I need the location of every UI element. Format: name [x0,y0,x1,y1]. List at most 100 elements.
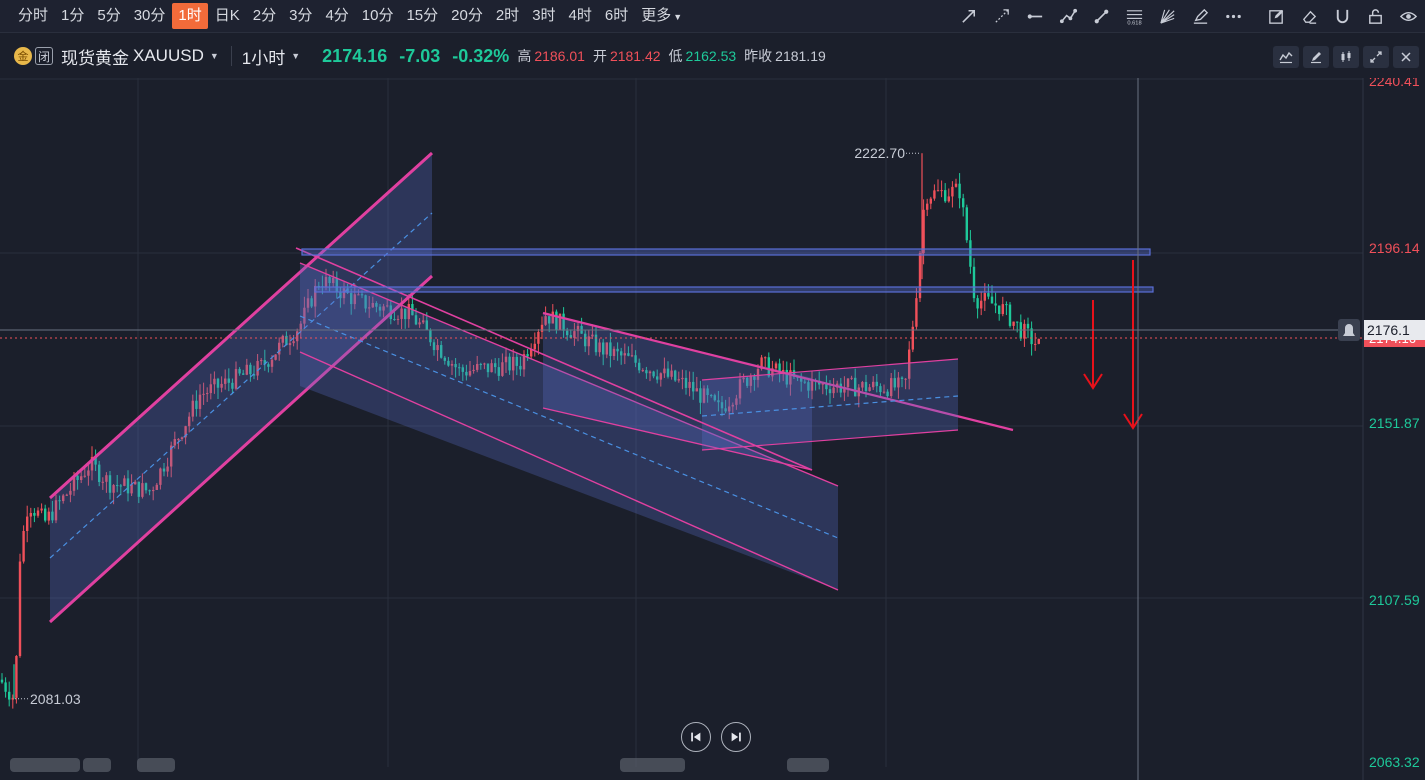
falling-wedge-fill [543,313,812,470]
period-tab-2[interactable]: 5分 [97,7,121,24]
candle [936,179,940,192]
candle [209,373,212,400]
candle-body [263,360,266,365]
candle [159,467,162,490]
candle-body [371,303,374,308]
candle-body [1001,304,1004,315]
candle-body [357,294,360,296]
lock-icon[interactable] [1359,0,1392,33]
target-arrow-short-head [1083,373,1103,390]
candle-body [756,368,760,380]
candle-body [166,466,169,472]
candle-body [868,387,871,392]
period-tab-8[interactable]: 4分 [325,7,349,24]
magnet-icon[interactable] [1326,0,1359,33]
candle-body [782,369,785,374]
polyline-icon[interactable] [1052,0,1085,33]
period-tab-15[interactable]: 6时 [604,7,629,24]
extended-line-icon[interactable] [986,0,1019,33]
gann-fan-icon[interactable] [1151,0,1184,33]
candle [152,486,155,501]
candle-body [479,363,482,365]
candle-body [670,370,673,377]
candle [364,294,367,313]
candle-body [774,363,778,369]
candle-body [1030,328,1033,345]
period-tab-0[interactable]: 分时 [18,7,49,24]
candle [648,370,652,382]
symbol-name[interactable]: 现货黄金 [61,48,129,68]
period-tab-1[interactable]: 1分 [61,7,85,24]
candle-body [900,377,904,379]
note-edit-icon[interactable] [1260,0,1293,33]
ray-arrow-icon[interactable] [953,0,986,33]
timeframe-select[interactable]: 1小时 [241,48,286,68]
candle [692,371,695,400]
more-dots-icon[interactable] [1217,0,1250,33]
candle-style-icon[interactable] [1333,46,1359,68]
timeframe-dropdown-icon[interactable]: ▼ [291,51,301,61]
period-tab-11[interactable]: 20分 [451,7,483,24]
highlighter-icon[interactable] [1184,0,1217,33]
candle-body [360,294,364,296]
period-tab-14[interactable]: 4时 [568,7,592,24]
period-tab-7[interactable]: 3分 [289,7,313,24]
candle [710,393,713,398]
period-tab-13[interactable]: 3时 [532,7,556,24]
period-tab-12[interactable]: 2时 [495,7,520,24]
candle [126,470,130,502]
candle [206,387,209,402]
candle [130,474,133,497]
candle [422,313,425,325]
eye-icon[interactable] [1392,0,1425,33]
prev-close-label: 昨收 [744,48,773,64]
period-tab-9[interactable]: 10分 [361,7,394,24]
scroll-to-end-button[interactable] [721,722,751,752]
candle [645,366,648,379]
symbol-code[interactable]: XAUUSD [133,46,204,65]
indicator-icon[interactable] [1273,46,1299,68]
fibonacci-icon[interactable]: 0.618 [1118,0,1151,33]
candle [670,364,673,380]
period-tab-4[interactable]: 1时 [172,3,208,29]
candle [969,230,972,274]
candle [267,362,270,373]
candle [436,338,439,361]
candle-body [40,508,43,511]
trend-line-icon[interactable] [1085,0,1118,33]
candle-body [706,388,709,396]
eraser-icon[interactable] [1293,0,1326,33]
candle [908,341,911,390]
price-chart[interactable]: 2222.70 2081.03 2240.41 2196.14 2151.87 2107.… [0,78,1425,780]
scroll-to-start-button[interactable] [681,722,711,752]
candle [1001,296,1004,317]
symbol-dropdown-icon[interactable]: ▼ [209,51,219,61]
candle-body [551,311,554,324]
candle-body [908,349,911,379]
period-tab-5[interactable]: 日K [214,7,240,24]
candle-body [36,510,40,516]
period-tab-6[interactable]: 2分 [252,7,277,24]
candle [378,303,382,317]
period-tab-3[interactable]: 30分 [133,7,166,24]
candle-body [587,336,590,347]
candle-body [1034,343,1037,345]
time-axis-blur-3 [137,758,175,772]
more-periods-button[interactable]: 更多 ▼ [635,3,688,29]
candle-body [299,323,302,332]
candle [260,358,263,365]
candle [994,292,997,314]
candle [533,332,536,357]
candle [231,378,234,395]
draw-pencil-icon[interactable] [1303,46,1329,68]
candle-body [310,298,313,307]
fullscreen-icon[interactable] [1363,46,1389,68]
candle [450,360,454,376]
candle [522,350,526,377]
candle [1026,317,1030,339]
candle-body [8,691,11,700]
close-icon[interactable] [1393,46,1419,68]
horizontal-ray-icon[interactable] [1019,0,1052,33]
period-tab-10[interactable]: 15分 [406,7,439,24]
candle-body [144,483,148,491]
